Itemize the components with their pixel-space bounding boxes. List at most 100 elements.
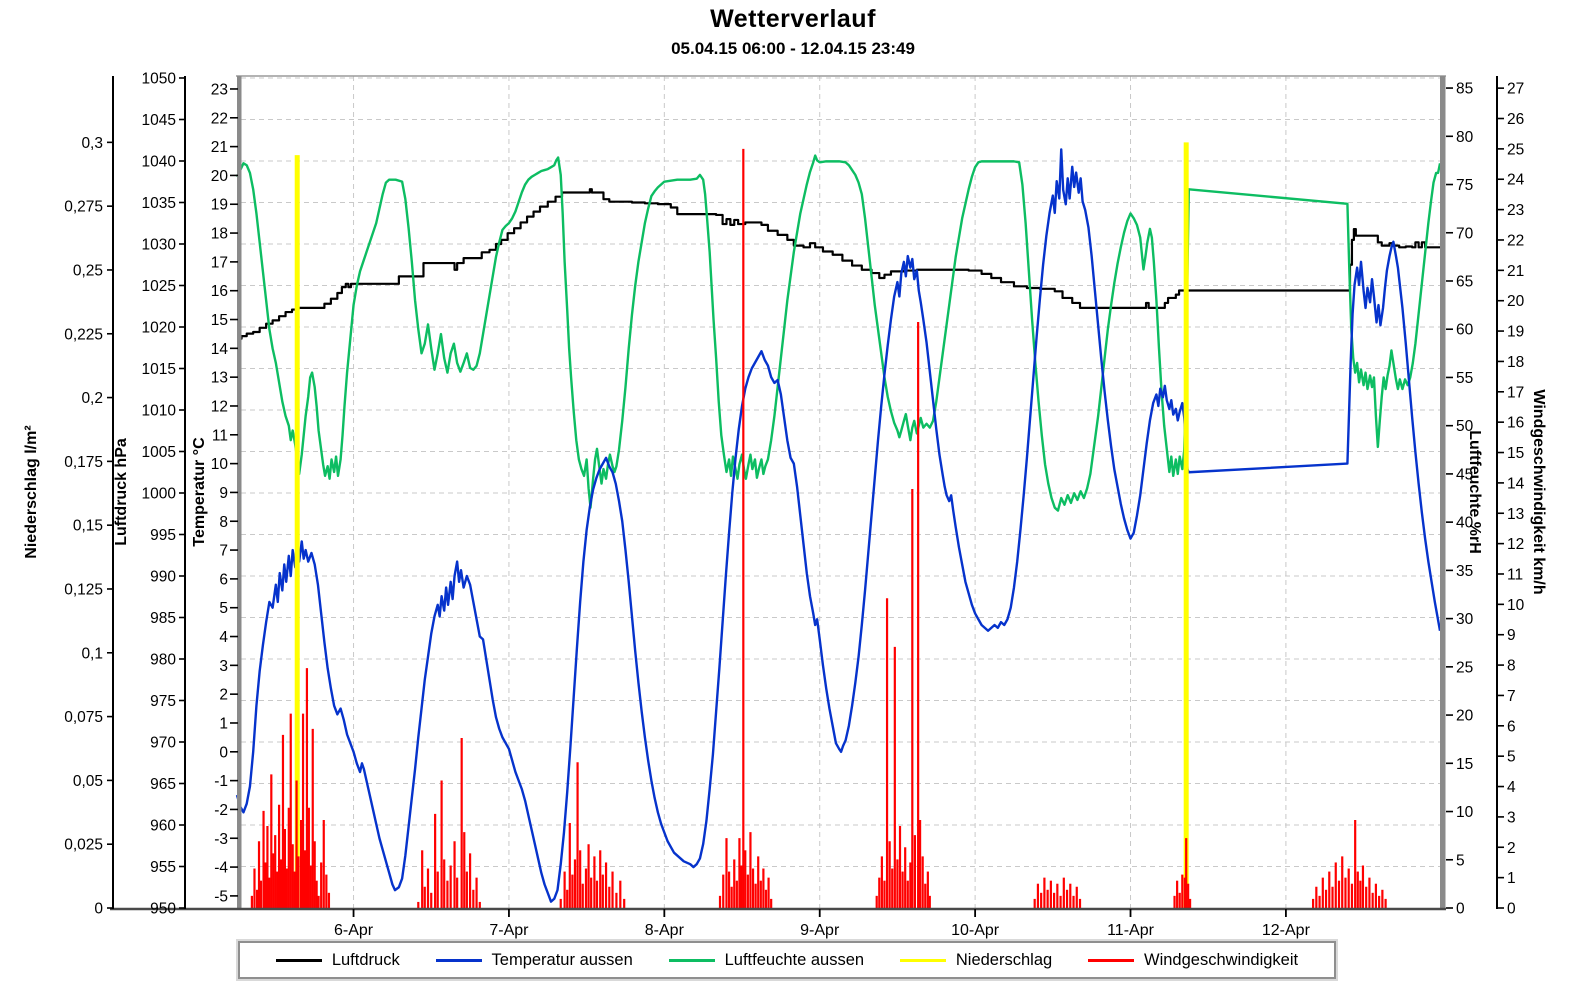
axis-temp-tick-label: 10 <box>211 456 229 473</box>
axis-precip-tick-label: 0 <box>94 901 103 918</box>
legend-item-temperatur-aussen: Temperatur aussen <box>435 950 633 970</box>
axis-precip-tick-label: 0,2 <box>81 390 103 407</box>
axis-humidity-tick-label: 0 <box>1456 901 1465 918</box>
axis-pressure-tick-label: 985 <box>150 610 176 627</box>
axis-temp-tick-label: 21 <box>211 139 228 156</box>
legend-line-swatch-temperatur-aussen <box>435 958 482 962</box>
legend-line-swatch-luftfeuchte-aussen <box>668 958 715 962</box>
axis-wind-tick-label: 3 <box>1507 809 1516 826</box>
axis-precip-tick-label: 0,125 <box>64 581 103 598</box>
page-title: Wetterverlauf <box>710 5 876 33</box>
axis-precip-tick-label: 0,075 <box>64 709 103 726</box>
axis-pressure-tick-label: 1005 <box>142 444 176 461</box>
x-tick-label: 6-Apr <box>334 922 374 939</box>
axis-pressure-tick-label: 1020 <box>142 319 177 336</box>
axis-wind-tick-label: 21 <box>1507 263 1524 280</box>
plot-frame <box>110 75 1446 911</box>
legend-label-niederschlag: Niederschlag <box>955 950 1053 969</box>
axis-wind-tick-label: 11 <box>1507 566 1523 583</box>
axis-pressure-tick-label: 1025 <box>142 278 176 295</box>
axis-temp-tick-label: 13 <box>211 370 228 387</box>
axis-temp-tick-label: 20 <box>211 168 229 185</box>
axis-pressure-tick-label: 970 <box>150 734 176 751</box>
axis-temp-tick-label: -1 <box>214 773 228 790</box>
axis-humidity-tick-label: 60 <box>1456 322 1474 339</box>
axis-wind-tick-label: 9 <box>1507 627 1516 644</box>
axis-temp-title: Temperatur °C <box>191 437 208 547</box>
axis-humidity-tick-label: 15 <box>1456 756 1473 773</box>
axis-temp-tick-label: 11 <box>212 427 228 444</box>
legend-item-luftfeuchte-aussen: Luftfeuchte aussen <box>668 950 865 970</box>
axis-temp-tick-label: -4 <box>214 860 228 877</box>
axis-wind-tick-label: 6 <box>1507 718 1516 735</box>
axis-wind-tick-label: 26 <box>1507 111 1524 128</box>
axis-temp-tick-label: 14 <box>211 341 229 358</box>
axis-temp-tick-label: 7 <box>219 543 228 560</box>
axis-temp-tick-label: 9 <box>219 485 228 502</box>
axis-pressure-tick-label: 1000 <box>142 485 177 502</box>
axis-humidity-tick-label: 70 <box>1456 225 1474 242</box>
axis-pressure-tick-label: 955 <box>150 859 176 876</box>
axis-wind-tick-label: 2 <box>1507 840 1516 857</box>
x-tick-label: 10-Apr <box>951 922 1000 939</box>
axis-wind-tick-label: 24 <box>1507 172 1525 189</box>
axis-wind-tick-label: 7 <box>1507 688 1516 705</box>
axis-temp-tick-label: 15 <box>211 312 228 329</box>
chart-legend: Luftdruck Temperatur aussen Luftfeuchte au… <box>238 941 1336 979</box>
legend-item-windgeschwindigkeit: Windgeschwindigkeit <box>1088 951 1298 970</box>
axis-wind-tick-label: 25 <box>1507 141 1524 158</box>
axis-temp-tick-label: 1 <box>219 715 228 732</box>
axis-x: 6-Apr 7-Apr 8-Apr 9-Apr 10-Apr 11-Apr 12-Apr <box>334 909 1311 939</box>
axis-pressure-title: Luftdruck hPa <box>113 438 130 546</box>
axis-pressure-tick-label: 980 <box>150 651 176 668</box>
axis-pressure: 950 955 960 965 970 975 980 985 990 995 1000 1005 10… <box>113 70 186 918</box>
axis-pressure-tick-label: 990 <box>150 568 176 585</box>
axis-wind-tick-label: 17 <box>1507 384 1524 401</box>
axis-pressure-tick-label: 950 <box>150 901 176 918</box>
axis-humidity-tick-label: 85 <box>1456 81 1473 98</box>
axis-precip-tick-label: 0,25 <box>73 262 103 279</box>
axis-temp: -5-4-3-2-1012345678910111213141516171819… <box>191 81 238 905</box>
axis-temp-tick-label: 18 <box>211 226 228 243</box>
axis-wind-tick-label: 12 <box>1507 536 1524 553</box>
axis-wind-tick-label: 0 <box>1507 901 1516 918</box>
axis-pressure-tick-label: 1015 <box>142 361 176 378</box>
axis-wind-tick-label: 14 <box>1507 475 1525 492</box>
legend-line-swatch-luftdruck <box>275 958 322 962</box>
axis-temp-tick-label: 4 <box>219 629 228 646</box>
chart-subtitle: 05.04.15 06:00 - 12.04.15 23:49 <box>671 39 915 58</box>
axis-wind-tick-label: 10 <box>1507 597 1525 614</box>
axis-temp-tick-label: 12 <box>211 398 228 415</box>
axis-pressure-tick-label: 1045 <box>142 112 176 129</box>
axis-wind: 0123456789101112131415161718192021222324… <box>1496 76 1547 918</box>
axis-humidity-tick-label: 80 <box>1456 129 1474 146</box>
series-niederschlag <box>294 142 1189 908</box>
legend-line-swatch-niederschlag <box>899 958 946 962</box>
axis-humidity-tick-label: 5 <box>1456 852 1465 869</box>
axis-wind-title: Windgeschwindigkeit km/h <box>1530 389 1547 594</box>
axis-wind-tick-label: 27 <box>1507 81 1524 98</box>
axis-pressure-tick-label: 960 <box>150 817 176 834</box>
axis-wind-tick-label: 22 <box>1507 232 1524 249</box>
axis-humidity-tick-label: 20 <box>1456 708 1474 725</box>
series-windgeschwindigkeit <box>250 148 1387 908</box>
axis-precip-title: Niederschlag l/m² <box>23 425 40 558</box>
axis-wind-tick-label: 15 <box>1507 445 1524 462</box>
axis-precip-tick-label: 0,15 <box>73 518 103 535</box>
axis-humidity-tick-label: 65 <box>1456 273 1473 290</box>
axis-temp-tick-label: 17 <box>211 254 228 271</box>
axis-wind-tick-label: 19 <box>1507 324 1524 341</box>
axis-wind-tick-label: 4 <box>1507 779 1516 796</box>
legend-label-temperatur-aussen: Temperatur aussen <box>491 950 633 969</box>
legend-label-luftfeuchte-aussen: Luftfeuchte aussen <box>724 950 865 969</box>
axis-pressure-tick-label: 1040 <box>142 153 177 170</box>
series-temperatur-aussen <box>235 148 1442 903</box>
axis-humidity-tick-label: 55 <box>1456 370 1473 387</box>
axis-temp-tick-label: 2 <box>219 687 228 704</box>
axis-temp-tick-label: 19 <box>211 197 228 214</box>
axis-humidity-tick-label: 10 <box>1456 804 1474 821</box>
axis-precip-tick-label: 0,175 <box>64 454 103 471</box>
axis-humidity-tick-label: 30 <box>1456 611 1474 628</box>
axis-pressure-tick-label: 965 <box>150 776 176 793</box>
axis-humidity-title: Luftfeuchte %rH <box>1466 430 1483 554</box>
